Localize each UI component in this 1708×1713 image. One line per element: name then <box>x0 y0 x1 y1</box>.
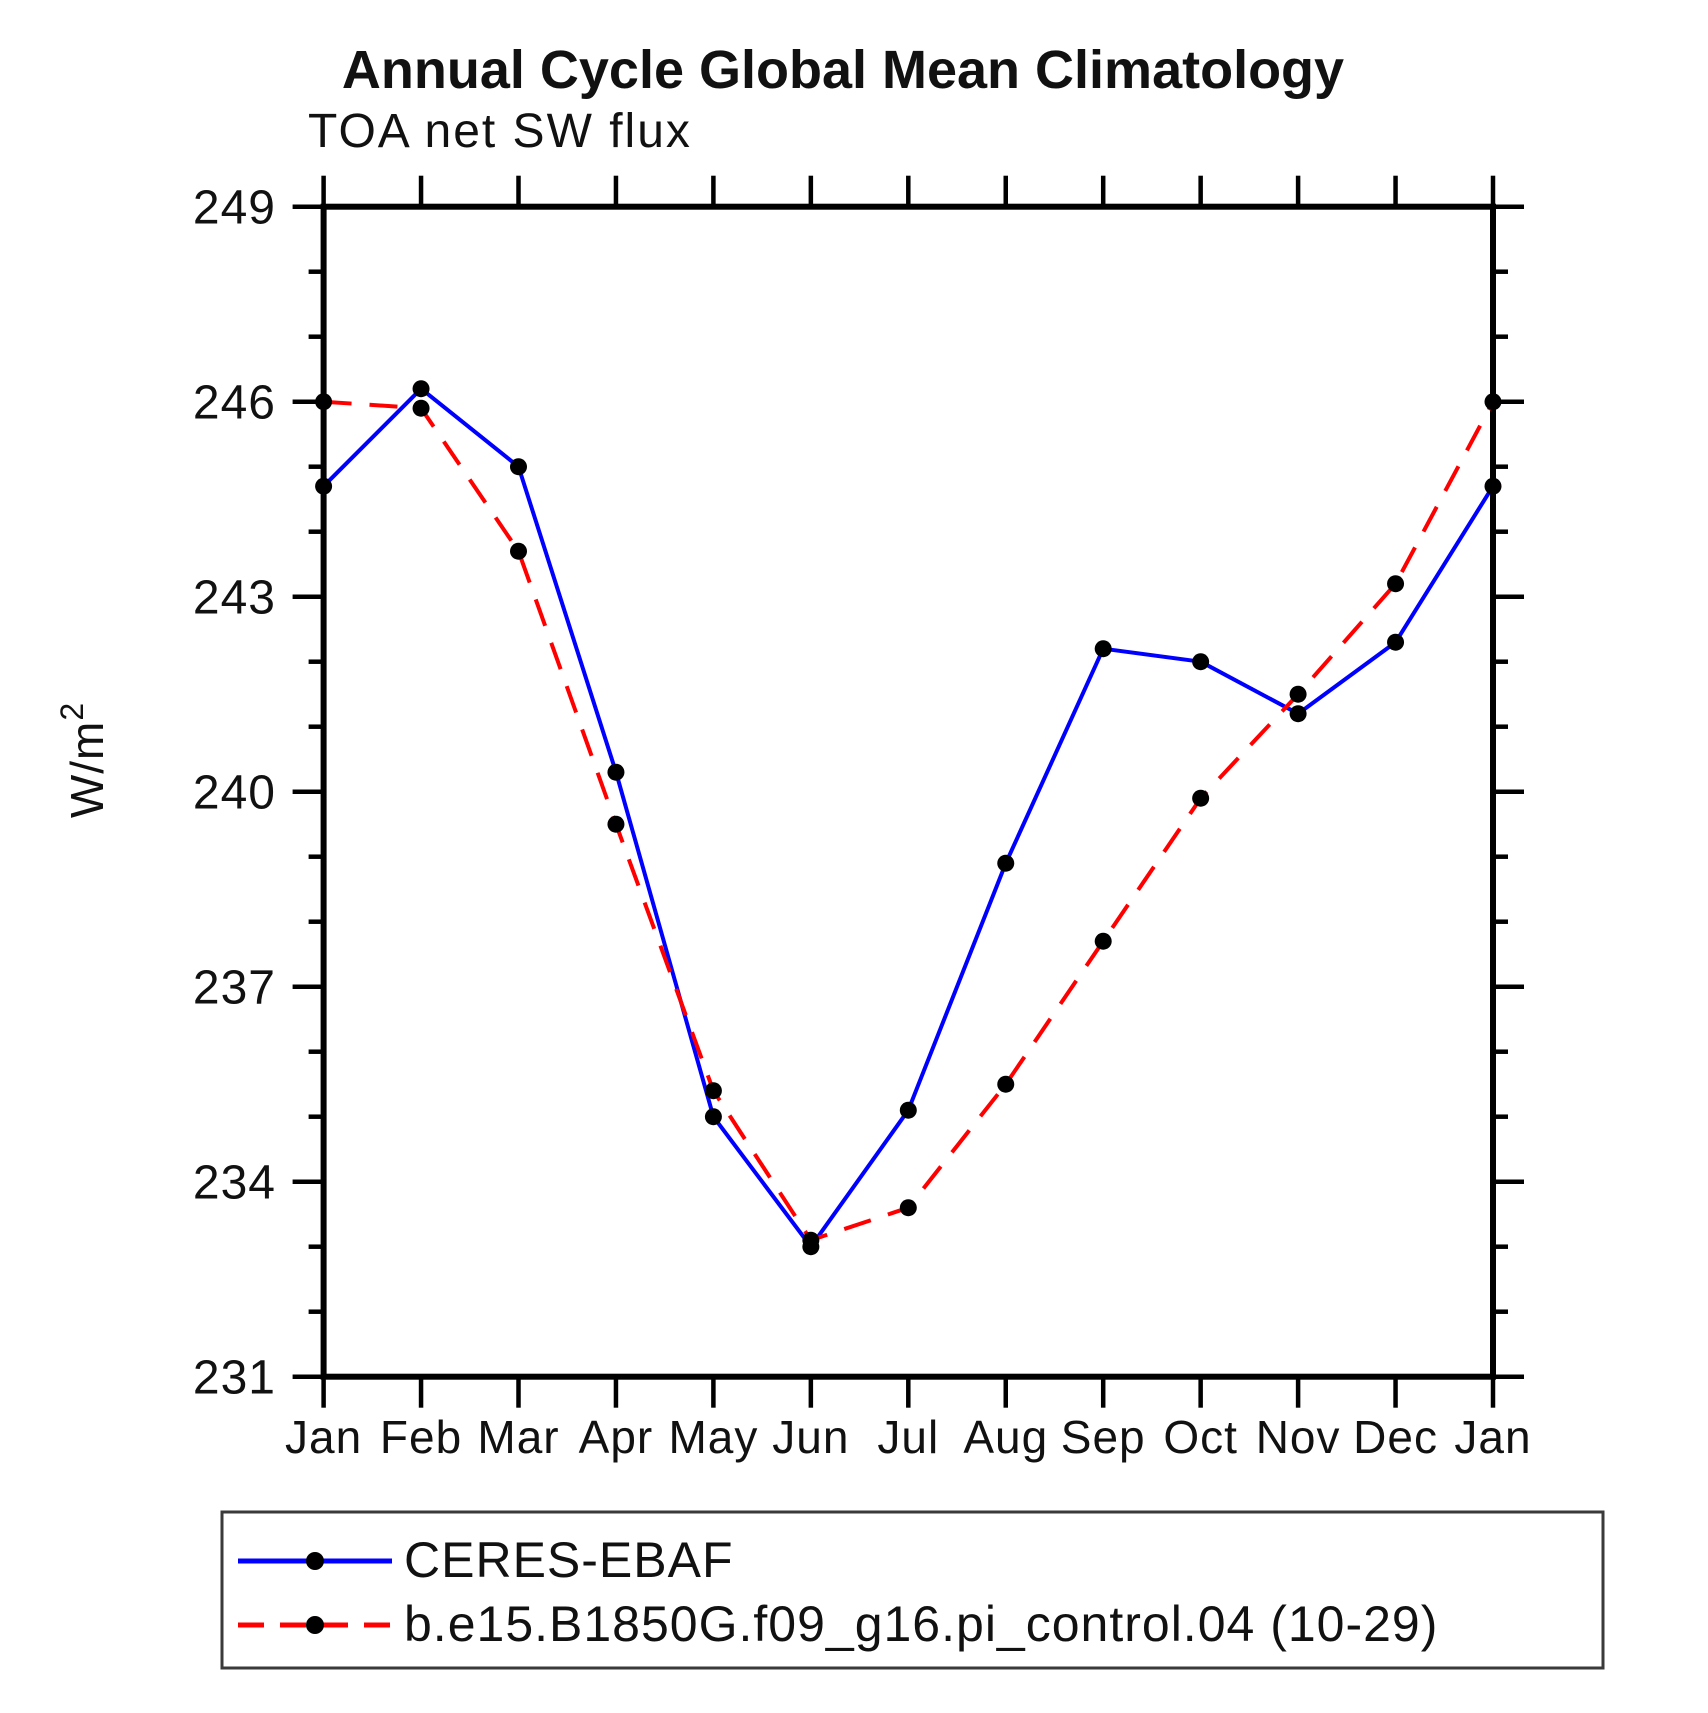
x-tick-label: Jul <box>877 1411 939 1463</box>
y-tick-label: 237 <box>193 962 276 1015</box>
data-point-marker <box>1094 640 1112 658</box>
x-tick-label: May <box>668 1411 758 1463</box>
chart-subtitle: TOA net SW flux <box>308 105 692 158</box>
x-tick-label: Nov <box>1256 1411 1341 1463</box>
y-tick-label: 249 <box>193 182 276 235</box>
legend-label-0: CERES-EBAF <box>404 1532 734 1588</box>
data-point-marker <box>899 1101 917 1119</box>
data-point-marker <box>1484 393 1502 411</box>
data-point-marker <box>997 1075 1015 1093</box>
data-point-marker <box>704 1108 722 1126</box>
data-point-marker <box>510 542 527 560</box>
data-point-marker <box>1289 705 1307 723</box>
y-axis-label: W/m2 <box>54 702 113 818</box>
x-tick-label: Feb <box>380 1411 462 1463</box>
x-tick-label: Apr <box>579 1411 654 1463</box>
data-point-marker <box>315 477 333 495</box>
x-tick-label: Jun <box>772 1411 849 1463</box>
legend-box <box>220 1510 1605 1670</box>
data-point-marker <box>607 815 625 833</box>
x-tick-label: Jan <box>1454 1411 1531 1463</box>
axes: Jan Feb Mar Apr May Jun Jul Aug Sep Oct Nov Dec Jan2… <box>193 175 1531 1463</box>
y-tick-label: 234 <box>193 1157 276 1210</box>
legend: CERES-EBAF b.e15.B1850G.f09_g16.pi_contro… <box>220 1510 1605 1670</box>
data-markers <box>315 380 1502 1256</box>
data-point-marker <box>1192 653 1210 671</box>
data-point-marker <box>1387 633 1405 651</box>
x-tick-label: Aug <box>963 1411 1048 1463</box>
data-point-marker <box>412 380 430 398</box>
x-tick-label: Sep <box>1061 1411 1146 1463</box>
x-tick-label: Mar <box>477 1411 559 1463</box>
data-point-marker <box>510 458 527 476</box>
data-point-marker <box>1289 685 1307 703</box>
data-point-marker <box>802 1231 820 1249</box>
data-point-marker <box>412 399 430 417</box>
data-point-marker <box>315 393 333 411</box>
y-tick-label: 240 <box>193 767 276 820</box>
y-tick-label: 246 <box>193 377 276 430</box>
x-tick-label: Dec <box>1353 1411 1438 1463</box>
y-tick-label: 231 <box>193 1352 276 1405</box>
data-point-marker <box>1094 932 1112 950</box>
chart-title: Annual Cycle Global Mean Climatology <box>342 40 1344 100</box>
x-tick-label: Jan <box>285 1411 362 1463</box>
legend-marker-0 <box>306 1552 324 1570</box>
y-tick-label: 243 <box>193 572 276 625</box>
data-point-marker <box>1192 789 1210 807</box>
legend-label-1: b.e15.B1850G.f09_g16.pi_control.04 (10-2… <box>404 1596 1438 1652</box>
data-point-marker <box>1484 477 1502 495</box>
data-point-marker <box>607 763 625 781</box>
data-point-marker <box>1387 575 1405 593</box>
data-point-marker <box>704 1082 722 1100</box>
data-point-marker <box>899 1199 917 1217</box>
legend-marker-1 <box>306 1616 324 1634</box>
data-point-marker <box>997 854 1015 872</box>
x-tick-label: Oct <box>1163 1411 1238 1463</box>
